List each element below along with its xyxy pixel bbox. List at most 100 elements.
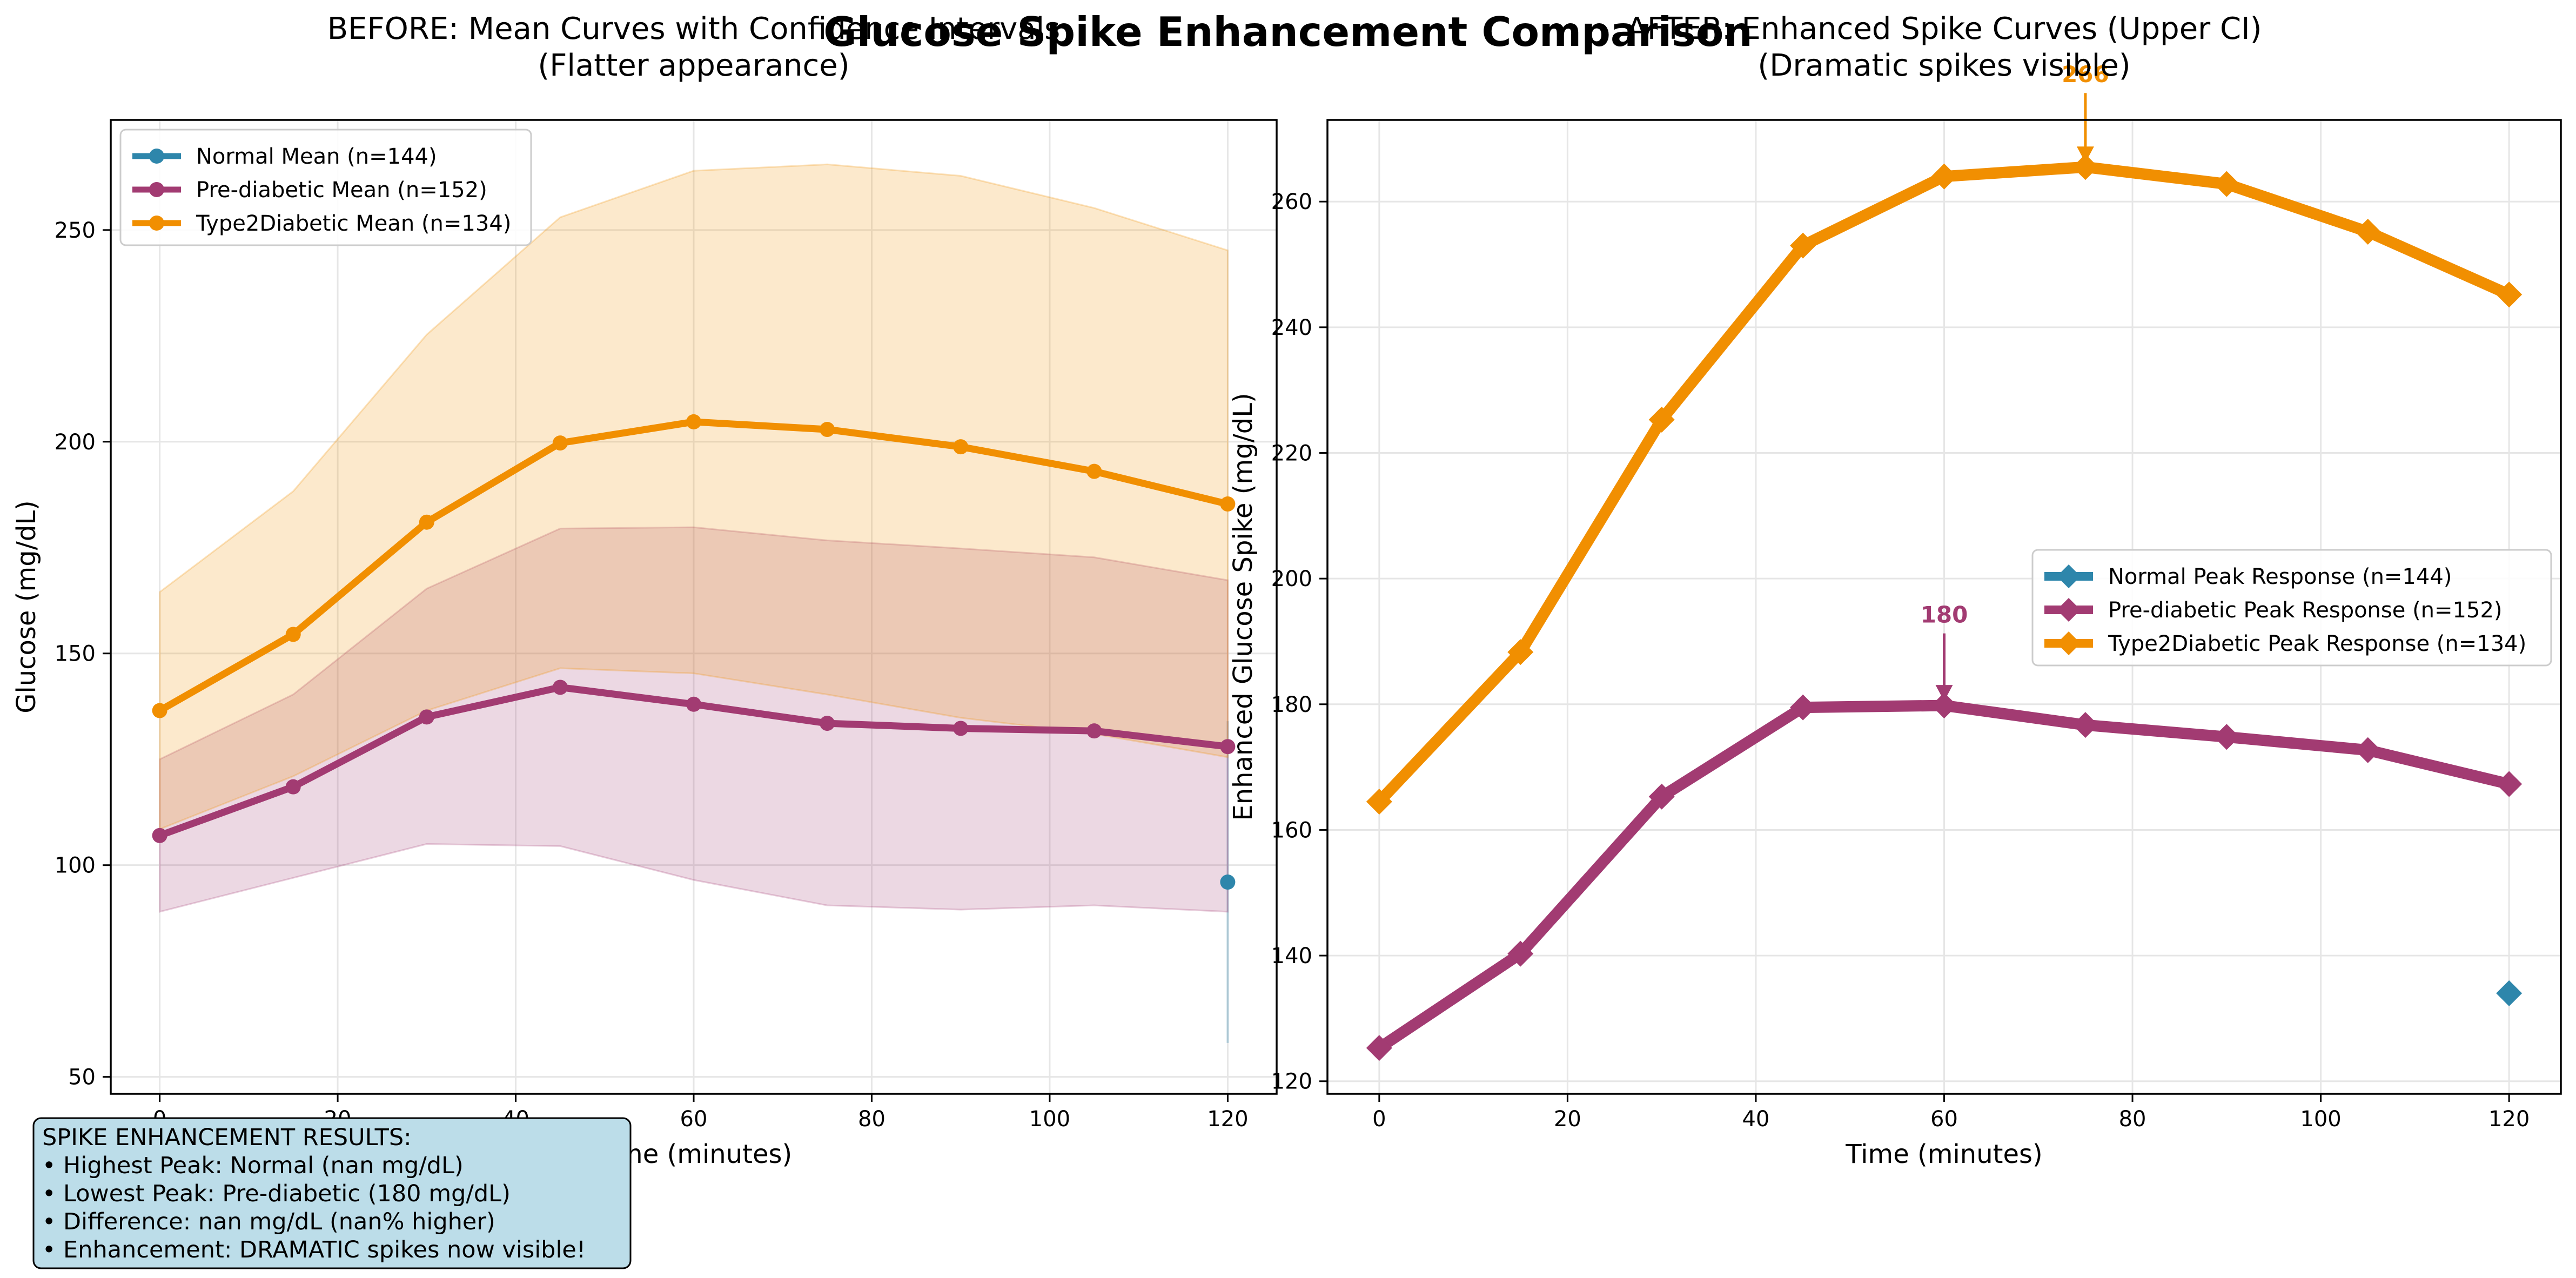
x-tick-label: 100 <box>1029 1107 1070 1132</box>
results-box-line: • Highest Peak: Normal (nan mg/dL) <box>42 1152 464 1179</box>
data-point-type2 <box>1931 163 1957 190</box>
x-tick-label: 80 <box>2119 1107 2146 1132</box>
data-point-prediabetic <box>2354 737 2381 763</box>
y-tick-label: 240 <box>1271 315 1312 340</box>
data-point-prediabetic <box>1507 940 1534 967</box>
data-point-prediabetic <box>152 828 167 843</box>
results-box-line: SPIKE ENHANCEMENT RESULTS: <box>42 1124 412 1151</box>
data-point-prediabetic <box>1366 1035 1392 1061</box>
data-point-prediabetic <box>953 721 969 736</box>
annotation-label: 266 <box>2062 61 2109 88</box>
y-axis-label: Glucose (mg/dL) <box>11 500 42 714</box>
legend-label: Pre-diabetic Mean (n=152) <box>196 178 487 203</box>
results-box-line: • Enhancement: DRAMATIC spikes now visib… <box>42 1236 586 1263</box>
data-point-normal <box>2496 980 2523 1006</box>
y-tick-label: 50 <box>68 1065 96 1090</box>
data-point-prediabetic <box>820 716 835 731</box>
legend-label: Type2Diabetic Peak Response (n=134) <box>2108 631 2526 656</box>
ci-band-prediabetic <box>159 526 1229 913</box>
data-point-prediabetic <box>1790 694 1816 721</box>
data-point-type2 <box>2354 219 2381 245</box>
data-point-type2 <box>152 703 167 718</box>
data-point-type2 <box>1086 463 1102 479</box>
annotation-arrowhead <box>1935 685 1953 702</box>
annotation-label: 180 <box>1921 602 1968 628</box>
data-point-type2 <box>686 414 701 429</box>
legend-swatch-marker <box>149 149 164 164</box>
data-point-type2 <box>953 439 969 455</box>
x-tick-label: 20 <box>1554 1107 1581 1132</box>
annotation-arrowhead <box>2076 146 2094 163</box>
y-tick-label: 260 <box>1271 190 1312 214</box>
legend-swatch-marker <box>2057 631 2081 655</box>
y-tick-label: 150 <box>55 642 96 667</box>
x-tick-label: 120 <box>2488 1107 2530 1132</box>
data-point-prediabetic <box>2213 724 2240 750</box>
x-axis-label: Time (minutes) <box>1845 1139 2042 1169</box>
y-axis-label: Enhanced Glucose Spike (mg/dL) <box>1228 393 1258 820</box>
results-box-line: • Difference: nan mg/dL (nan% higher) <box>42 1208 495 1235</box>
panel-subtitle: (Flatter appearance) <box>538 48 849 83</box>
data-point-prediabetic <box>1086 723 1102 739</box>
x-tick-label: 60 <box>1930 1107 1958 1132</box>
y-tick-label: 250 <box>55 218 96 243</box>
figure-suptitle: Glucose Spike Enhancement Comparison <box>823 8 1753 56</box>
legend: Normal Peak Response (n=144) Pre-diabetic… <box>2031 549 2552 667</box>
y-tick-label: 100 <box>55 853 96 878</box>
data-point-type2 <box>1507 639 1534 665</box>
legend-label: Type2Diabetic Mean (n=134) <box>196 211 511 236</box>
x-tick-label: 100 <box>2300 1107 2341 1132</box>
legend-swatch-marker <box>149 216 164 231</box>
panel-title: BEFORE: Mean Curves with Confidence Inte… <box>327 11 1061 46</box>
results-box-line: • Lowest Peak: Pre-diabetic (180 mg/dL) <box>42 1180 511 1207</box>
y-tick-label: 180 <box>1271 692 1312 717</box>
data-point-prediabetic <box>2072 712 2098 738</box>
legend-label: Pre-diabetic Peak Response (n=152) <box>2108 598 2503 623</box>
data-point-prediabetic <box>1931 692 1957 719</box>
legend: Normal Mean (n=144) Pre-diabetic Mean (n=… <box>119 129 532 246</box>
data-point-prediabetic <box>686 696 701 712</box>
after-panel: 180 266 0 20 40 60 80 100 120 120 140 160 180 200 220 2… <box>1228 11 2562 1169</box>
data-point-normal <box>1220 875 1236 890</box>
legend-swatch-marker <box>2057 564 2081 588</box>
legend-swatch-marker <box>149 182 164 197</box>
results-box: SPIKE ENHANCEMENT RESULTS:• Highest Peak… <box>32 1117 632 1269</box>
data-point-type2 <box>419 514 434 530</box>
x-tick-label: 80 <box>858 1107 886 1132</box>
y-tick-label: 200 <box>1271 567 1312 591</box>
y-tick-label: 120 <box>1271 1070 1312 1094</box>
results-box-frame <box>32 1117 632 1269</box>
data-point-type2 <box>1366 789 1392 815</box>
before-panel: 02040608010012050100150200250Time (minut… <box>11 11 1278 1169</box>
data-point-type2 <box>1220 496 1236 512</box>
x-tick-label: 120 <box>1207 1107 1248 1132</box>
data-point-type2 <box>2496 281 2523 308</box>
legend-label: Normal Mean (n=144) <box>196 144 437 169</box>
y-tick-label: 160 <box>1271 818 1312 843</box>
data-point-prediabetic <box>552 680 568 695</box>
data-point-type2 <box>1790 232 1816 259</box>
data-point-prediabetic <box>419 709 434 725</box>
x-tick-label: 0 <box>1372 1107 1386 1132</box>
data-point-type2 <box>820 422 835 438</box>
data-point-type2 <box>1648 406 1675 433</box>
panel-title: AFTER: Enhanced Spike Curves (Upper CI) <box>1627 11 2262 46</box>
y-tick-label: 200 <box>55 430 96 455</box>
x-tick-label: 40 <box>1742 1107 1769 1132</box>
x-tick-label: 60 <box>680 1107 708 1132</box>
panel-subtitle: (Dramatic spikes visible) <box>1757 48 2130 83</box>
legend-frame <box>119 129 532 246</box>
data-point-prediabetic <box>1648 783 1675 810</box>
data-point-type2 <box>552 435 568 451</box>
legend-swatch-marker <box>2057 598 2081 622</box>
data-point-prediabetic <box>2496 771 2523 797</box>
y-tick-label: 140 <box>1271 944 1312 968</box>
data-point-type2 <box>2072 154 2098 180</box>
legend-frame <box>2031 549 2552 667</box>
data-point-prediabetic <box>285 779 301 795</box>
legend-label: Normal Peak Response (n=144) <box>2108 564 2452 589</box>
y-tick-label: 220 <box>1271 441 1312 466</box>
data-point-type2 <box>2213 171 2240 197</box>
data-point-type2 <box>285 627 301 642</box>
